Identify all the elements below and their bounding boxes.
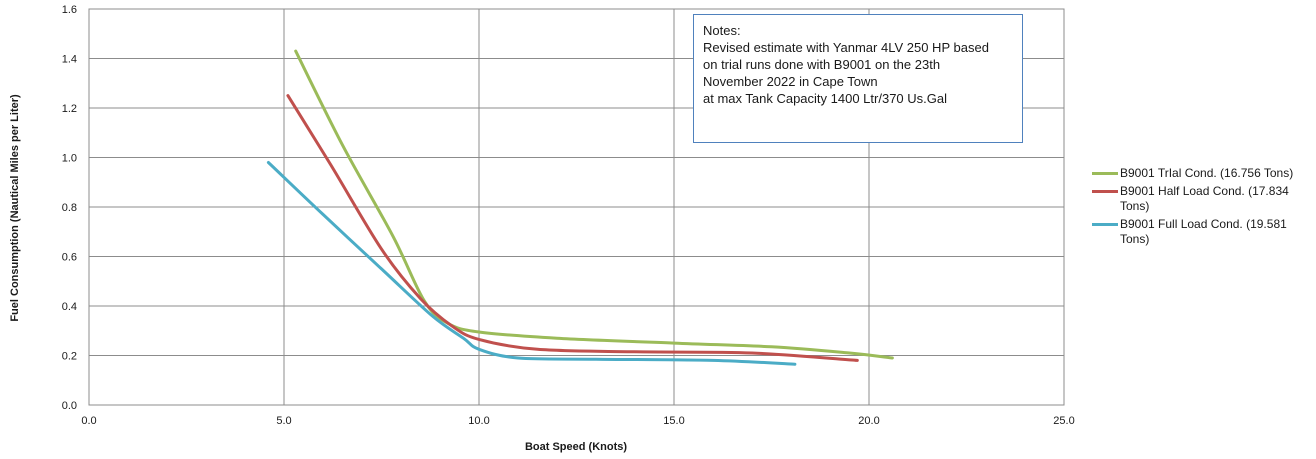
y-axis-title: Fuel Consumption (Nautical Miles per Lit… [9,94,21,322]
notes-line: Revised estimate with Yanmar 4LV 250 HP … [703,40,989,55]
legend-swatch-half-load [1092,190,1118,193]
notes-box: Notes: Revised estimate with Yanmar 4LV … [693,14,1023,143]
plot-area [88,8,1065,406]
x-tick-label: 10.0 [468,415,489,427]
legend-item-half-load: B9001 Half Load Cond. (17.834 Tons) [1092,184,1307,214]
x-axis-title: Boat Speed (Knots) [525,441,627,453]
x-tick-label: 0.0 [81,415,96,427]
x-axis-ticks: 0.0 5.0 10.0 15.0 20.0 25.0 [81,415,1074,427]
legend: B9001 TrIal Cond. (16.756 Tons) B9001 Ha… [1092,166,1307,250]
notes-line: on trial runs done with B9001 on the 23t… [703,57,941,72]
notes-line: Notes: [703,23,741,38]
series-line-full-load [266,161,797,366]
plot-frame [88,8,1065,406]
y-tick-label: 1.4 [62,54,77,66]
x-tick-label: 5.0 [276,415,291,427]
y-tick-label: 0.0 [62,400,77,412]
legend-label: B9001 Half Load Cond. (17.834 Tons) [1120,184,1289,213]
series-line-half-load [286,94,859,362]
legend-swatch-full-load [1092,223,1118,226]
notes-line: at max Tank Capacity 1400 Ltr/370 Us.Gal [703,91,947,106]
legend-item-trial: B9001 TrIal Cond. (16.756 Tons) [1092,166,1307,181]
legend-label: B9001 TrIal Cond. (16.756 Tons) [1120,166,1294,180]
x-tick-label: 15.0 [663,415,684,427]
x-tick-label: 20.0 [858,415,879,427]
y-axis-ticks: 0.0 0.2 0.4 0.6 0.8 1.0 1.2 1.4 1.6 [62,4,77,412]
y-tick-label: 1.6 [62,4,77,16]
y-tick-label: 0.4 [62,301,77,313]
legend-item-full-load: B9001 Full Load Cond. (19.581 Tons) [1092,217,1307,247]
y-tick-label: 0.6 [62,252,77,264]
legend-label: B9001 Full Load Cond. (19.581 Tons) [1120,217,1287,246]
y-tick-label: 0.2 [62,351,77,363]
x-tick-label: 25.0 [1053,415,1074,427]
notes-line: November 2022 in Cape Town [703,74,878,89]
y-tick-label: 0.8 [62,202,77,214]
y-tick-label: 1.0 [62,153,77,165]
y-tick-label: 1.2 [62,103,77,115]
legend-swatch-trial [1092,172,1118,175]
series-lines [266,49,894,366]
series-line-trial [294,49,894,360]
